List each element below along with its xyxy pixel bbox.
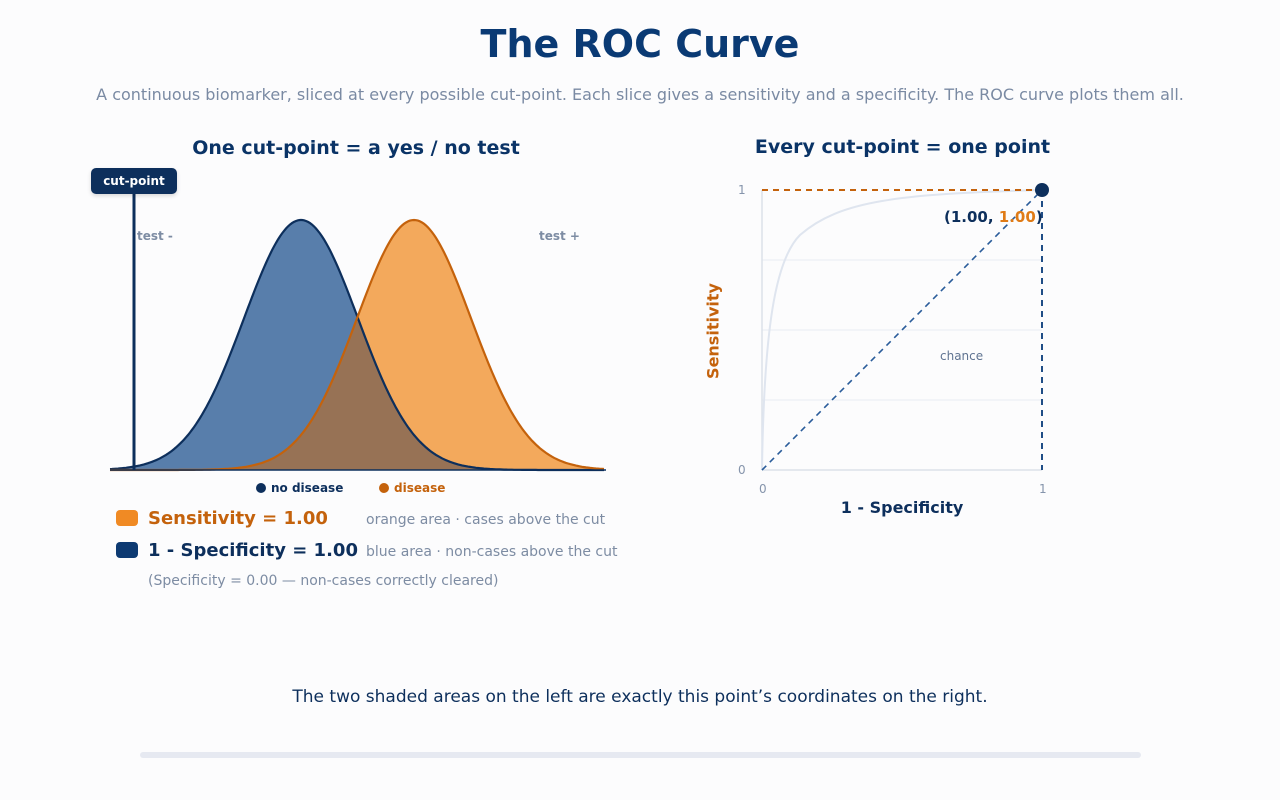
right-panel-title: Every cut-point = one point xyxy=(754,136,1051,158)
progress-bar xyxy=(140,752,1141,758)
specificity-note: (Specificity = 0.00 — non-cases correctl… xyxy=(148,573,499,589)
sensitivity-description: orange area · cases above the cut xyxy=(366,512,606,528)
cut-point-handle[interactable]: cut-point xyxy=(91,168,177,194)
y-axis-label: Sensitivity xyxy=(703,283,723,379)
test-negative-label: test - xyxy=(137,229,173,243)
specificity-swatch xyxy=(116,542,138,558)
legend-disease: disease xyxy=(379,481,445,495)
roc-point-marker xyxy=(1035,183,1049,197)
page-title: The ROC Curve xyxy=(480,22,800,66)
sensitivity-value: Sensitivity = 1.00 xyxy=(148,508,328,529)
sensitivity-swatch xyxy=(116,510,138,526)
one-minus-specificity-value: 1 - Specificity = 1.00 xyxy=(148,540,358,561)
overlap-area xyxy=(110,318,604,470)
page-subtitle: A continuous biomarker, sliced at every … xyxy=(96,85,1184,104)
point-coordinates: (1.00, 1.00) xyxy=(944,208,1043,226)
caption: The two shaded areas on the left are exa… xyxy=(292,687,988,707)
test-positive-label: test + xyxy=(539,229,580,243)
y-tick-label: 1 xyxy=(738,183,746,197)
chance-label: chance xyxy=(940,349,984,363)
y-tick-label: 0 xyxy=(738,463,746,477)
x-tick-label: 1 xyxy=(1039,482,1047,496)
left-panel-title: One cut-point = a yes / no test xyxy=(192,137,520,159)
legend-dot-icon xyxy=(256,483,266,493)
x-tick-label: 0 xyxy=(759,482,767,496)
roc-curve-ghost xyxy=(761,189,1043,471)
x-axis-label: 1 - Specificity xyxy=(840,498,964,517)
legend-dot-icon xyxy=(379,483,389,493)
roc-plot xyxy=(761,183,1049,471)
legend-no-disease: no disease xyxy=(256,481,343,495)
specificity-description: blue area · non-cases above the cut xyxy=(366,544,618,560)
